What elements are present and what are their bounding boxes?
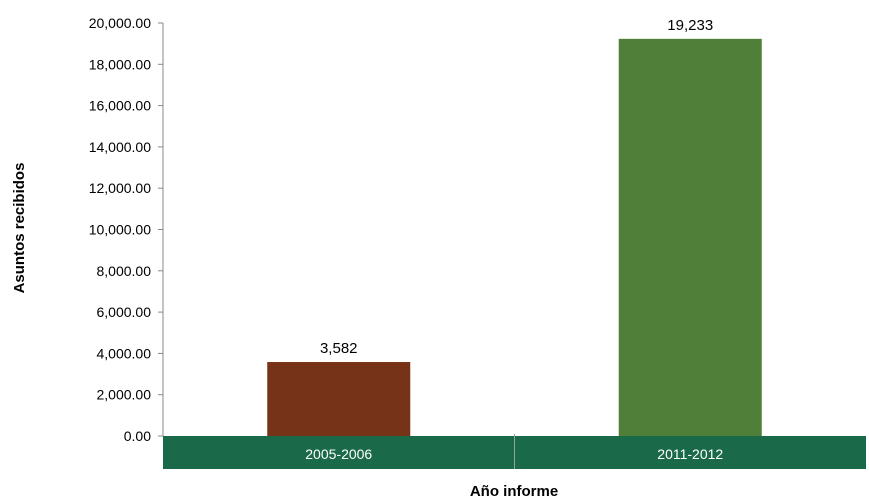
data-label: 19,233 bbox=[667, 17, 713, 34]
y-tick-label: 12,000.00 bbox=[89, 180, 151, 196]
y-axis-title: Asuntos recibidos bbox=[11, 163, 28, 294]
y-tick-label: 0.00 bbox=[124, 428, 151, 444]
y-tick-label: 18,000.00 bbox=[89, 56, 151, 72]
y-tick-label: 4,000.00 bbox=[97, 345, 152, 361]
y-tick-label: 2,000.00 bbox=[97, 387, 152, 403]
bar-2011-2012 bbox=[618, 38, 762, 436]
x-tick-label: 2005-2006 bbox=[305, 446, 372, 462]
x-axis-title: Año informe bbox=[470, 483, 558, 500]
y-axis: 0.00 2,000.00 4,000.00 6,000.00 8,000.00 10,0… bbox=[89, 15, 164, 444]
y-tick-label: 16,000.00 bbox=[89, 98, 151, 114]
x-axis-tick-labels: 2005-2006 2011-2012 bbox=[305, 446, 723, 462]
bars bbox=[267, 38, 762, 436]
data-labels: 3,582 19,233 bbox=[320, 17, 713, 357]
x-tick-label: 2011-2012 bbox=[657, 446, 723, 462]
y-tick-label: 6,000.00 bbox=[97, 304, 152, 320]
y-tick-label: 10,000.00 bbox=[89, 222, 151, 238]
y-tick-label: 8,000.00 bbox=[97, 263, 152, 279]
data-label: 3,582 bbox=[320, 340, 358, 357]
bar-2005-2006 bbox=[267, 362, 411, 436]
y-tick-label: 14,000.00 bbox=[89, 139, 151, 155]
x-axis-category-band bbox=[163, 434, 866, 469]
y-tick-label: 20,000.00 bbox=[89, 15, 151, 31]
